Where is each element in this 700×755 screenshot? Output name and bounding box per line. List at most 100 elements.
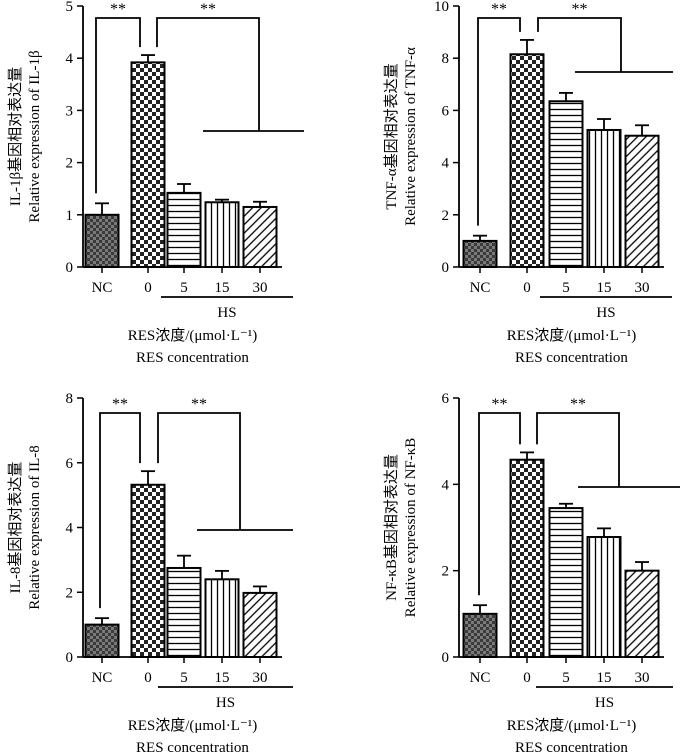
bar-NC xyxy=(462,239,498,268)
y-tick-label: 2 xyxy=(442,208,450,224)
bar-NC xyxy=(462,612,498,658)
y-tick-label: 0 xyxy=(66,260,74,276)
y-tick-label: 2 xyxy=(442,564,450,580)
significance-bracket-nc-vs-hs xyxy=(99,412,141,609)
significance-bracket-hs-vs-res xyxy=(157,412,241,530)
significance-bracket-hs-vs-res xyxy=(536,412,620,487)
y-tick-label: 4 xyxy=(66,51,74,67)
y-tick-label: 3 xyxy=(66,103,74,119)
y-tick-label: 1 xyxy=(66,208,74,224)
y-tick-label: 4 xyxy=(66,521,74,537)
significance-label-2: ** xyxy=(570,396,586,413)
x-axis-label-en: RES concentration xyxy=(136,740,249,755)
y-axis-label-en: Relative expression of IL-8 xyxy=(27,445,43,610)
x-category-label: 30 xyxy=(635,670,650,686)
significance-label-1: ** xyxy=(112,396,128,413)
hs-group-label: HS xyxy=(596,305,615,321)
significance-label-1: ** xyxy=(110,1,126,18)
bar-15 xyxy=(586,128,622,268)
bar-15 xyxy=(586,535,622,658)
x-category-label: 0 xyxy=(144,670,152,686)
significance-label-1: ** xyxy=(492,396,508,413)
x-category-label: 30 xyxy=(253,670,268,686)
x-category-label: 5 xyxy=(180,670,188,686)
significance-bracket-nc-vs-hs xyxy=(477,17,521,226)
significance-bracket-hs-vs-res xyxy=(537,17,622,72)
significance-bracket-nc-vs-hs xyxy=(478,412,521,596)
bar-5 xyxy=(548,100,584,268)
y-axis-label-en: Relative expression of IL-1β xyxy=(27,50,43,222)
x-category-labels: NC 0 5 15 30 xyxy=(92,280,268,296)
y-tick-labels: 0 2 4 6 8 10 xyxy=(434,0,450,276)
y-tick-label: 5 xyxy=(66,0,74,15)
significance-bracket-nc-vs-hs xyxy=(95,17,141,194)
y-tick-labels: 0 2 4 6 8 xyxy=(66,391,74,666)
x-category-label: NC xyxy=(92,280,113,296)
y-tick-label: 8 xyxy=(442,51,450,67)
x-category-label: 0 xyxy=(144,280,152,296)
significance-brackets xyxy=(99,412,293,609)
y-axis-label-cn: IL-8基因相对表达量 xyxy=(7,462,24,594)
significance-brackets xyxy=(95,17,304,194)
y-tick-label: 4 xyxy=(442,156,450,172)
x-category-label: NC xyxy=(470,670,491,686)
y-tick-label: 6 xyxy=(442,391,450,407)
bar-0 xyxy=(509,458,545,658)
x-category-label: NC xyxy=(92,670,113,686)
bar-30 xyxy=(624,569,660,659)
y-tick-label: 10 xyxy=(434,0,449,15)
bar-15 xyxy=(204,201,240,268)
bars xyxy=(84,470,278,659)
bar-30 xyxy=(624,134,660,268)
y-tick-labels: 0 2 4 6 xyxy=(442,391,450,666)
x-category-label: NC xyxy=(470,280,491,296)
y-tick-label: 6 xyxy=(66,456,74,472)
x-axis-label-en: RES concentration xyxy=(515,740,628,755)
y-axis-label-cn: NF-κB基因相对表达量 xyxy=(383,454,400,601)
y-tick-labels: 0 1 2 3 4 5 xyxy=(66,0,74,276)
x-category-label: 15 xyxy=(597,670,612,686)
y-tick-label: 2 xyxy=(66,585,74,601)
panel-il8: 0 2 4 6 8 NC 0 5 15 30 ** ** HS RES浓度/(μmol·L⁻¹)… xyxy=(7,391,293,755)
y-tick-label: 8 xyxy=(66,391,74,407)
significance-brackets xyxy=(477,17,673,226)
bar-5 xyxy=(548,507,584,659)
y-tick-label: 0 xyxy=(442,650,450,666)
bar-NC xyxy=(84,623,120,658)
hs-group-label: HS xyxy=(595,695,614,711)
y-tick-label: 6 xyxy=(442,103,450,119)
panel-tnfa: 0 2 4 6 8 10 NC 0 5 15 30 ** ** HS RES浓度/(μmol·L⁻… xyxy=(383,0,673,366)
x-category-label: 5 xyxy=(180,280,188,296)
bars xyxy=(84,54,278,269)
x-category-labels: NC 0 5 15 30 xyxy=(470,280,650,296)
y-tick-label: 2 xyxy=(66,156,74,172)
x-category-label: 0 xyxy=(523,670,531,686)
bars xyxy=(462,451,660,659)
x-category-labels: NC 0 5 15 30 xyxy=(92,670,268,686)
y-tick-label: 4 xyxy=(442,477,450,493)
x-axis-label-en: RES concentration xyxy=(136,350,249,366)
x-axis-label-cn: RES浓度/(μmol·L⁻¹) xyxy=(128,327,258,344)
x-category-label: 30 xyxy=(635,280,650,296)
bar-0 xyxy=(130,483,166,659)
x-category-label: 15 xyxy=(597,280,612,296)
bar-30 xyxy=(242,591,278,659)
x-category-label: 15 xyxy=(215,670,230,686)
significance-brackets xyxy=(478,412,680,596)
x-axis-label-cn: RES浓度/(μmol·L⁻¹) xyxy=(507,327,637,344)
x-axis-label-cn: RES浓度/(μmol·L⁻¹) xyxy=(507,717,637,734)
y-tick-label: 0 xyxy=(442,260,450,276)
y-tick-label: 0 xyxy=(66,650,74,666)
y-axis-label-en: Relative expression of NF-κB xyxy=(403,438,419,618)
x-category-label: 5 xyxy=(562,280,570,296)
significance-label-2: ** xyxy=(572,1,588,18)
significance-bracket-hs-vs-res xyxy=(156,17,260,131)
bar-30 xyxy=(242,205,278,268)
bar-5 xyxy=(166,566,202,658)
bar-0 xyxy=(130,61,166,268)
bar-0 xyxy=(509,53,545,268)
x-axis-label-en: RES concentration xyxy=(515,350,628,366)
x-category-label: 30 xyxy=(253,280,268,296)
hs-group-label: HS xyxy=(217,305,236,321)
